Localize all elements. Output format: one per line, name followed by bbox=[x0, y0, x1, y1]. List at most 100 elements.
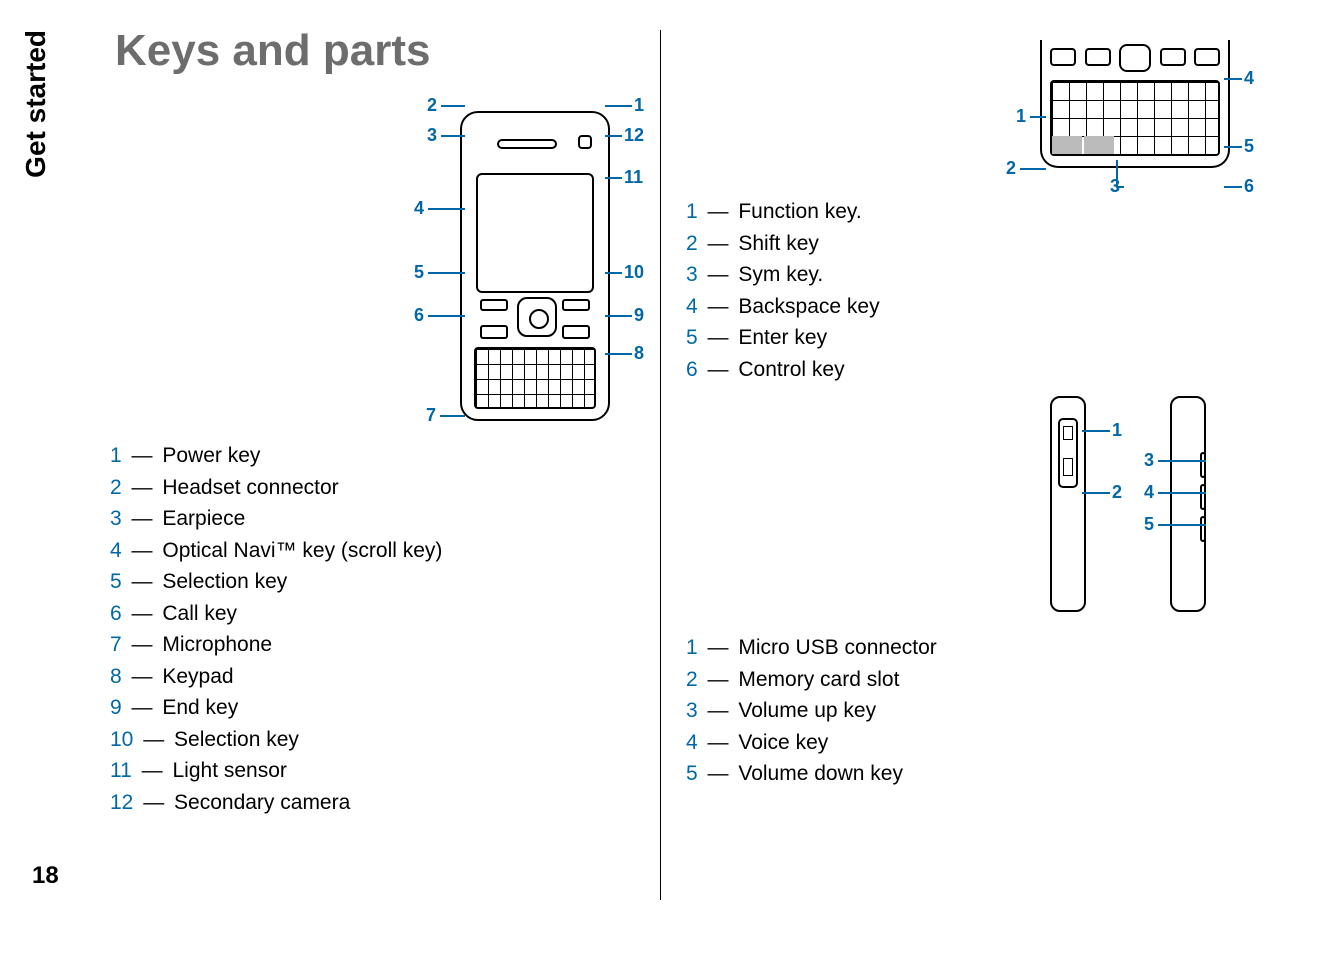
legend-label: Power key bbox=[162, 444, 260, 467]
callout-line bbox=[1082, 430, 1110, 432]
keyboard-legend: 1 — Function key.2 — Shift key3 — Sym ke… bbox=[686, 196, 880, 385]
legend-separator: — bbox=[133, 728, 174, 751]
legend-number: 2 bbox=[686, 232, 698, 255]
callout-line bbox=[605, 177, 622, 179]
legend-separator: — bbox=[122, 539, 163, 562]
legend-separator: — bbox=[122, 665, 163, 688]
callout-number: 12 bbox=[624, 125, 644, 146]
legend-label: Control key bbox=[738, 358, 844, 381]
callout-line bbox=[428, 208, 465, 210]
callout-number: 4 bbox=[414, 198, 424, 219]
callout-line bbox=[428, 315, 465, 317]
keyboard-diagram: 123456 bbox=[1010, 30, 1270, 190]
side-legend: 1 — Micro USB connector2 — Memory card s… bbox=[686, 632, 937, 790]
legend-item: 1 — Function key. bbox=[686, 196, 880, 228]
phone-side-left-outline bbox=[1050, 396, 1086, 612]
callout-number: 3 bbox=[1144, 450, 1154, 471]
callout-number: 1 bbox=[1016, 106, 1026, 127]
screen-outline bbox=[476, 173, 594, 293]
legend-number: 2 bbox=[110, 476, 122, 499]
callout-line bbox=[428, 272, 465, 274]
legend-label: Backspace key bbox=[738, 295, 879, 318]
legend-label: Volume up key bbox=[738, 699, 876, 722]
legend-item: 5 — Volume down key bbox=[686, 758, 937, 790]
legend-separator: — bbox=[122, 633, 163, 656]
legend-separator: — bbox=[698, 326, 739, 349]
legend-separator: — bbox=[122, 696, 163, 719]
phone-front-outline bbox=[460, 111, 610, 421]
legend-item: 9 — End key bbox=[110, 692, 442, 724]
legend-separator: — bbox=[698, 636, 739, 659]
callout-number: 5 bbox=[1244, 136, 1254, 157]
legend-separator: — bbox=[698, 762, 739, 785]
callout-number: 6 bbox=[414, 305, 424, 326]
legend-label: Selection key bbox=[162, 570, 287, 593]
callout-line bbox=[605, 135, 622, 137]
volume-down-icon bbox=[1200, 516, 1206, 542]
legend-number: 5 bbox=[110, 570, 122, 593]
legend-number: 4 bbox=[686, 731, 698, 754]
callout-number: 1 bbox=[1112, 420, 1122, 441]
usb-icon bbox=[1063, 426, 1073, 440]
legend-item: 6 — Control key bbox=[686, 354, 880, 386]
callout-line bbox=[605, 353, 632, 355]
legend-number: 7 bbox=[110, 633, 122, 656]
legend-number: 4 bbox=[110, 539, 122, 562]
legend-item: 4 — Backspace key bbox=[686, 291, 880, 323]
volume-up-icon bbox=[1200, 452, 1206, 478]
front-legend: 1 — Power key2 — Headset connector3 — Ea… bbox=[110, 440, 442, 818]
softkey-left-icon bbox=[480, 299, 508, 311]
callout-line bbox=[1158, 492, 1206, 494]
keyboard-outline bbox=[1040, 40, 1230, 168]
callout-number: 4 bbox=[1244, 68, 1254, 89]
legend-item: 2 — Headset connector bbox=[110, 472, 442, 504]
legend-number: 5 bbox=[686, 326, 698, 349]
legend-label: Headset connector bbox=[162, 476, 338, 499]
callout-number: 4 bbox=[1144, 482, 1154, 503]
legend-separator: — bbox=[122, 570, 163, 593]
legend-number: 3 bbox=[110, 507, 122, 530]
callout-line bbox=[605, 105, 632, 107]
legend-number: 5 bbox=[686, 762, 698, 785]
legend-label: Volume down key bbox=[738, 762, 903, 785]
callout-number: 10 bbox=[624, 262, 644, 283]
callout-line bbox=[1082, 492, 1110, 494]
callout-number: 5 bbox=[414, 262, 424, 283]
legend-number: 12 bbox=[110, 791, 133, 814]
callout-line bbox=[1020, 168, 1046, 170]
callout-number: 3 bbox=[427, 125, 437, 146]
legend-label: Earpiece bbox=[162, 507, 245, 530]
front-diagram: 234567112111098 bbox=[410, 95, 650, 435]
legend-separator: — bbox=[698, 699, 739, 722]
legend-label: Memory card slot bbox=[738, 668, 899, 691]
legend-item: 5 — Selection key bbox=[110, 566, 442, 598]
legend-separator: — bbox=[132, 759, 173, 782]
legend-number: 10 bbox=[110, 728, 133, 751]
legend-item: 6 — Call key bbox=[110, 598, 442, 630]
callout-line bbox=[1224, 146, 1242, 148]
legend-item: 8 — Keypad bbox=[110, 661, 442, 693]
callout-number: 1 bbox=[634, 95, 644, 116]
legend-number: 3 bbox=[686, 263, 698, 286]
page-number: 18 bbox=[32, 862, 59, 890]
legend-label: Optical Navi™ key (scroll key) bbox=[162, 539, 442, 562]
legend-separator: — bbox=[122, 507, 163, 530]
callout-line bbox=[605, 315, 632, 317]
legend-label: Enter key bbox=[738, 326, 827, 349]
callout-line bbox=[605, 272, 622, 274]
legend-number: 6 bbox=[686, 358, 698, 381]
callout-number: 7 bbox=[426, 405, 436, 426]
navi-key-icon bbox=[517, 297, 557, 337]
legend-item: 4 — Voice key bbox=[686, 727, 937, 759]
legend-number: 3 bbox=[686, 699, 698, 722]
callout-line bbox=[1116, 186, 1124, 188]
callout-number: 5 bbox=[1144, 514, 1154, 535]
legend-item: 3 — Volume up key bbox=[686, 695, 937, 727]
legend-item: 2 — Shift key bbox=[686, 228, 880, 260]
legend-number: 1 bbox=[686, 636, 698, 659]
legend-number: 4 bbox=[686, 295, 698, 318]
legend-separator: — bbox=[133, 791, 174, 814]
softkey-right-icon bbox=[562, 299, 590, 311]
callout-number: 11 bbox=[624, 167, 643, 188]
legend-item: 3 — Sym key. bbox=[686, 259, 880, 291]
